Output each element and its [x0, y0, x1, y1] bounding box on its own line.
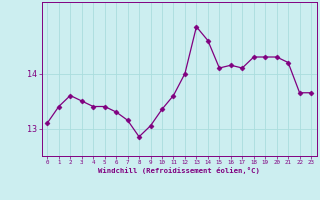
X-axis label: Windchill (Refroidissement éolien,°C): Windchill (Refroidissement éolien,°C): [98, 167, 260, 174]
